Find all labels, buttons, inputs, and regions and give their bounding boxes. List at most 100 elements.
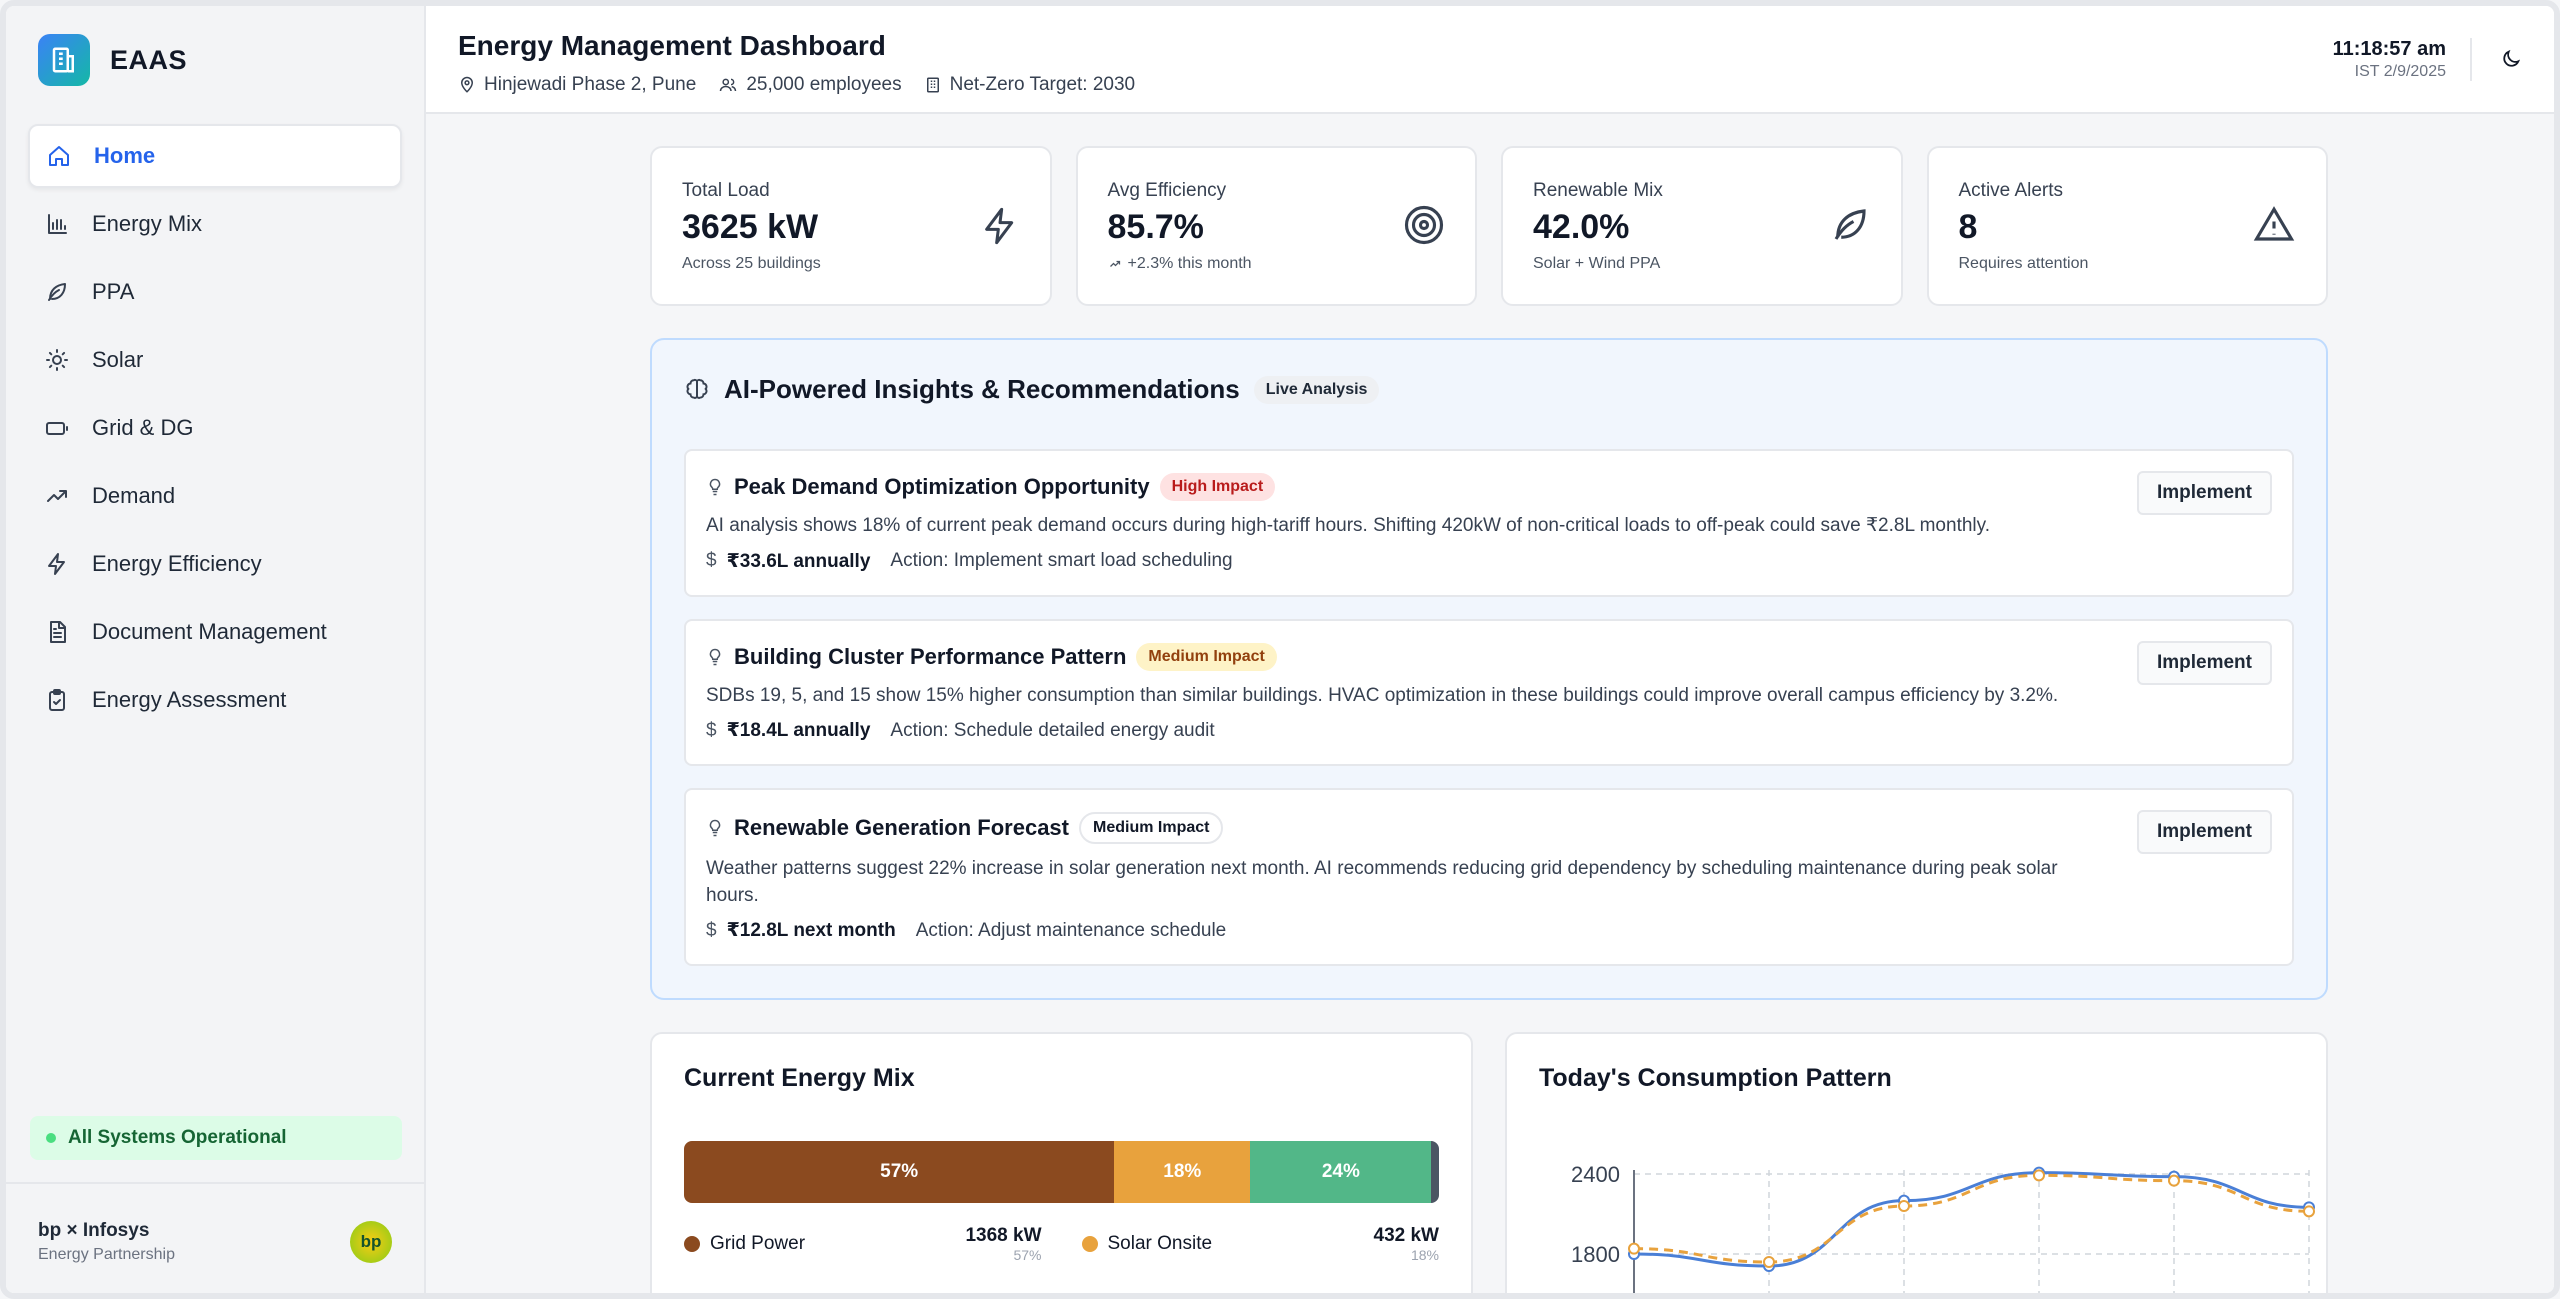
clipboard-icon [44, 687, 70, 713]
ai-insights-panel: AI-Powered Insights & Recommendations Li… [650, 338, 2328, 1001]
kpi-subtext: Solar + Wind PPA [1533, 255, 1661, 272]
sidebar-item-grid-dg[interactable]: Grid & DG [28, 396, 402, 460]
moon-icon [2503, 49, 2521, 67]
energy-mix-segment[interactable]: 18% [1114, 1141, 1251, 1204]
sidebar-item-label: Demand [92, 483, 176, 508]
system-status-text: All Systems Operational [68, 1127, 287, 1148]
insight-action: Action: Adjust maintenance schedule [915, 919, 1227, 941]
kpi-value: 42.0% [1533, 208, 1630, 246]
legend-pct: 18% [1410, 1247, 1439, 1264]
sidebar-item-label: Home [94, 143, 156, 168]
lightbulb-icon [709, 478, 721, 496]
kpi-value: 85.7% [1107, 208, 1204, 246]
insight-description: AI analysis shows 18% of current peak de… [706, 515, 1991, 536]
kpi-value: 3625 kW [682, 208, 819, 246]
implement-button[interactable]: Implement [2136, 471, 2272, 515]
live-analysis-badge: Live Analysis [1253, 375, 1380, 404]
net-zero-target-text: Net-Zero Target: 2030 [949, 74, 1136, 95]
theme-toggle-button[interactable] [2500, 48, 2522, 70]
legend-name: Grid Power [710, 1233, 806, 1255]
insight-savings: ₹33.6L annually [726, 550, 871, 572]
sidebar-item-home[interactable]: Home [28, 124, 402, 188]
insight-title: Renewable Generation Forecast [734, 815, 1069, 841]
implement-button[interactable]: Implement [2136, 810, 2272, 855]
system-status-badge: All Systems Operational [30, 1116, 402, 1160]
kpi-card-total-load: Total Load 3625 kW Across 25 buildings [650, 146, 1052, 306]
sidebar-item-label: Energy Efficiency [92, 551, 262, 576]
energy-mix-panel: Current Energy Mix 57% 18% 24% Grid Power … [650, 1032, 1473, 1293]
brand[interactable]: EAAS [6, 6, 424, 114]
dollar-icon: $ [706, 550, 717, 572]
energy-mix-legend: Grid Power 1368 kW 57% Solar Onsite 432 k… [684, 1225, 1439, 1263]
legend-item-grid-power: Grid Power 1368 kW 57% [684, 1225, 1042, 1263]
sidebar-nav: Home Energy Mix PPA Solar Grid & DG Demand Ene… [6, 114, 424, 742]
energy-mix-segment[interactable] [1431, 1141, 1439, 1204]
kpi-label: Active Alerts [1958, 180, 2064, 201]
series-point-1 [1898, 1200, 1910, 1213]
page-title: Energy Management Dashboard [458, 30, 886, 61]
series-point-1 [2168, 1175, 2180, 1188]
sidebar-item-document-management[interactable]: Document Management [28, 600, 402, 664]
series-point-1 [2033, 1169, 2045, 1182]
map-pin-icon [460, 76, 474, 93]
building-logo-icon [38, 34, 90, 86]
leaf-icon [44, 279, 70, 305]
kpi-label: Avg Efficiency [1107, 180, 1227, 201]
consumption-line-chart: 2400 1800 [1571, 1162, 2315, 1293]
kpi-card-active-alerts: Active Alerts 8 Requires attention [1926, 146, 2328, 306]
legend-pct: 57% [1013, 1247, 1042, 1264]
panel-title: Current Energy Mix [684, 1064, 915, 1093]
sidebar-item-energy-efficiency[interactable]: Energy Efficiency [28, 532, 402, 596]
sidebar-item-ppa[interactable]: PPA [28, 260, 402, 324]
kpi-value: 8 [1958, 208, 1978, 246]
implement-button[interactable]: Implement [2136, 640, 2272, 685]
kpi-subtext: Across 25 buildings [682, 255, 821, 272]
kpi-card-avg-efficiency: Avg Efficiency 85.7% +2.3% this month [1075, 146, 1477, 306]
target-icon [1404, 205, 1444, 245]
consumption-pattern-panel: Today's Consumption Pattern 2400 1800 [1505, 1032, 2328, 1293]
legend-dot-icon [684, 1236, 700, 1253]
legend-kw: 1368 kW [965, 1225, 1042, 1247]
kpi-card-renewable-mix: Renewable Mix 42.0% Solar + Wind PPA [1501, 146, 1903, 306]
home-icon [46, 143, 72, 169]
main-area: Energy Management Dashboard Hinjewadi Ph… [426, 6, 2554, 1293]
building-icon [926, 77, 939, 93]
insight-card: Building Cluster Performance Pattern Med… [684, 618, 2294, 767]
series-point-1 [2303, 1205, 2315, 1218]
brand-name: EAAS [110, 44, 188, 75]
insight-card: Renewable Generation Forecast Medium Imp… [684, 788, 2294, 967]
dollar-icon: $ [706, 719, 717, 741]
energy-mix-segment[interactable]: 24% [1250, 1141, 1432, 1204]
sidebar-item-label: Energy Mix [92, 211, 203, 236]
kpi-subtext: Requires attention [1958, 255, 2089, 272]
zap-icon [984, 207, 1013, 245]
dollar-icon: $ [706, 919, 717, 941]
sidebar: EAAS Home Energy Mix PPA Solar Grid & DG Dema… [6, 6, 426, 1293]
bar-chart-icon [44, 211, 70, 237]
header: Energy Management Dashboard Hinjewadi Ph… [426, 6, 2554, 114]
insight-title: Building Cluster Performance Pattern [734, 643, 1127, 669]
lightbulb-icon [709, 819, 721, 837]
sidebar-item-energy-mix[interactable]: Energy Mix [28, 192, 402, 256]
sidebar-item-label: PPA [92, 279, 135, 304]
kpi-row: Total Load 3625 kW Across 25 buildings A… [650, 146, 2328, 306]
sidebar-item-label: Grid & DG [92, 415, 194, 440]
clock: 11:18:57 am IST 2/9/2025 [2332, 37, 2472, 81]
sidebar-item-solar[interactable]: Solar [28, 328, 402, 392]
insight-card: Peak Demand Optimization Opportunity Hig… [684, 449, 2294, 597]
legend-dot-icon [1081, 1236, 1098, 1253]
sidebar-item-demand[interactable]: Demand [28, 464, 402, 528]
partner-title: bp × Infosys [38, 1220, 150, 1241]
kpi-subtext-value: +2.3% this month [1127, 255, 1252, 272]
impact-badge: High Impact [1159, 473, 1276, 501]
y-tick-label: 1800 [1571, 1242, 1620, 1267]
insights-title: AI-Powered Insights & Recommendations [724, 374, 1240, 404]
insight-title: Peak Demand Optimization Opportunity [734, 474, 1150, 499]
energy-mix-segment[interactable]: 57% [684, 1141, 1115, 1204]
series-line-0 [1633, 1171, 2310, 1268]
alert-triangle-icon [2253, 206, 2295, 241]
insight-description: Weather patterns suggest 22% increase in… [706, 858, 2058, 906]
clock-time: 11:18:57 am [2332, 37, 2446, 60]
avatar[interactable]: bp [350, 1221, 392, 1263]
sidebar-item-energy-assessment[interactable]: Energy Assessment [28, 668, 402, 732]
